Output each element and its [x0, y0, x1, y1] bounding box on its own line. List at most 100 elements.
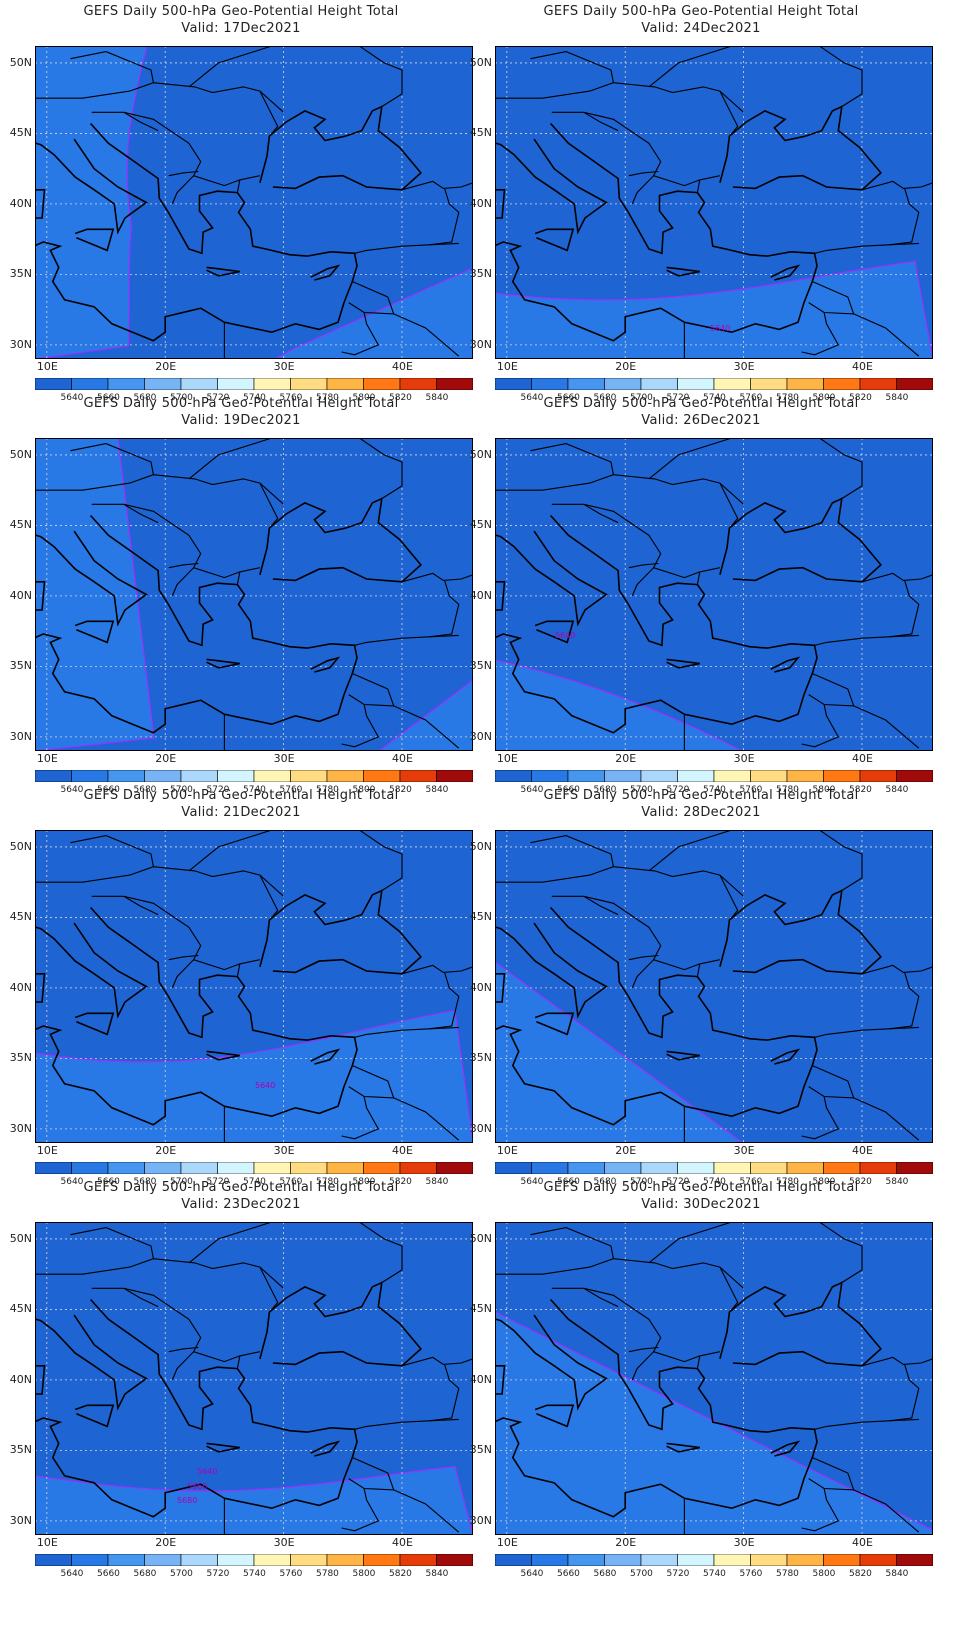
- colorbar-swatch: [107, 378, 145, 390]
- colorbar-label: 5780: [316, 785, 339, 795]
- coastline: [666, 1050, 700, 1061]
- height-field: 5640: [495, 46, 933, 359]
- colorbar-label: 5740: [243, 393, 266, 403]
- latitude-tick-label: 40N: [469, 588, 492, 602]
- longitude-tick-label: 40E: [391, 752, 413, 765]
- country-border: [123, 895, 202, 989]
- coastline: [310, 1440, 341, 1457]
- colorbar-swatch: [217, 1554, 255, 1566]
- longitude-tick-label: 20E: [155, 360, 177, 373]
- latitude-tick-label: 30N: [469, 1513, 492, 1527]
- colorbar-swatch: [71, 1554, 109, 1566]
- colorbar-label: 5700: [630, 1569, 653, 1579]
- country-border: [236, 179, 241, 193]
- longitude-tick-label: 40E: [851, 1144, 873, 1157]
- country-border: [696, 571, 701, 585]
- country-border: [168, 954, 199, 961]
- country-border: [530, 835, 614, 867]
- colorbar-label: 5840: [425, 785, 449, 795]
- latitude-tick-label: 45N: [9, 910, 32, 924]
- map-panel: GEFS Daily 500-hPa Geo-Potential Height …: [0, 1176, 482, 1586]
- coastline: [206, 1050, 240, 1061]
- coastline: [35, 514, 358, 734]
- colorbar-swatch: [253, 1554, 291, 1566]
- country-border: [648, 438, 732, 480]
- country-border: [401, 180, 473, 191]
- country-border: [259, 482, 279, 529]
- colorbar-swatch: [217, 1162, 255, 1174]
- country-border: [551, 895, 619, 916]
- colorbar-label: 5640: [520, 1177, 544, 1187]
- colorbar-swatch: [604, 378, 642, 390]
- map-panel: GEFS Daily 500-hPa Geo-Potential Height …: [0, 392, 482, 802]
- colorbar-label: 5700: [170, 785, 193, 795]
- country-border: [889, 580, 920, 638]
- panel-title: GEFS Daily 500-hPa Geo-Potential Height …: [543, 788, 859, 803]
- colorbar-swatch: [35, 1162, 72, 1174]
- colorbar-label: 5840: [885, 785, 909, 795]
- country-border: [35, 474, 284, 505]
- colorbar-label: 5820: [389, 393, 412, 403]
- country-border: [818, 1222, 863, 1284]
- map-panel: GEFS Daily 500-hPa Geo-Potential Height …: [460, 1176, 942, 1586]
- latitude-tick-label: 45N: [469, 518, 492, 532]
- panel-valid-date: Valid: 28Dec2021: [641, 805, 761, 820]
- colorbar-swatch: [180, 770, 218, 782]
- colorbar-label: 5640: [60, 785, 84, 795]
- colorbar-swatch: [823, 378, 861, 390]
- colorbar-label: 5800: [352, 1177, 376, 1187]
- country-border: [91, 111, 159, 132]
- country-border: [648, 830, 732, 872]
- colorbar-label: 5660: [557, 1569, 580, 1579]
- colorbar-label: 5720: [666, 1177, 690, 1187]
- colorbar-label: 5700: [630, 1177, 653, 1187]
- map-area: 5640: [35, 830, 473, 1143]
- height-field: 5640: [495, 438, 933, 751]
- contour-label: 5640: [555, 631, 575, 640]
- colorbar-swatch: [107, 1554, 145, 1566]
- map-area: [495, 830, 933, 1143]
- colorbar-swatch: [567, 378, 605, 390]
- colorbar-label: 5700: [170, 393, 193, 403]
- colorbar-swatch: [495, 378, 532, 390]
- country-border: [401, 964, 473, 975]
- coastline: [74, 620, 115, 644]
- country-border: [70, 51, 154, 83]
- colorbar-label: 5740: [703, 1177, 726, 1187]
- coastline: [35, 922, 148, 1019]
- country-border: [188, 46, 272, 88]
- longitude-tick-label: 30E: [733, 360, 755, 373]
- country-border: [429, 188, 460, 246]
- coastline: [206, 266, 240, 277]
- colorbar-label: 5760: [279, 785, 303, 795]
- panel-valid-date: Valid: 30Dec2021: [641, 1197, 761, 1212]
- colorbar-label: 5740: [703, 785, 726, 795]
- colorbar-label: 5760: [739, 393, 763, 403]
- colorbar-label: 5640: [520, 785, 544, 795]
- contour-band: [35, 438, 155, 751]
- colorbar-label: 5660: [97, 785, 120, 795]
- contour-label: 5660: [187, 1482, 207, 1491]
- colorbar-swatch: [786, 378, 824, 390]
- longitude-tick-label: 40E: [391, 1144, 413, 1157]
- country-border: [236, 571, 241, 585]
- colorbar-swatch: [180, 378, 218, 390]
- colorbar-swatch: [750, 378, 788, 390]
- contour-label: 5640: [255, 1081, 275, 1090]
- panel-title: GEFS Daily 500-hPa Geo-Potential Height …: [83, 396, 399, 411]
- colorbar-swatch: [640, 1554, 678, 1566]
- country-border: [123, 1287, 202, 1381]
- colorbar-label: 5720: [206, 1177, 230, 1187]
- colorbar-label: 5660: [97, 1177, 120, 1187]
- country-border: [861, 1356, 933, 1367]
- colorbar-swatch: [677, 378, 715, 390]
- coastline: [495, 1298, 818, 1518]
- map-area: 5640: [495, 46, 933, 359]
- country-border: [814, 1418, 919, 1430]
- colorbar: [35, 770, 473, 782]
- colorbar-swatch: [604, 1162, 642, 1174]
- map-panel: GEFS Daily 500-hPa Geo-Potential Height …: [0, 0, 482, 410]
- map-frame: [35, 438, 473, 751]
- colorbar-label: 5640: [520, 393, 544, 403]
- country-border: [861, 180, 933, 191]
